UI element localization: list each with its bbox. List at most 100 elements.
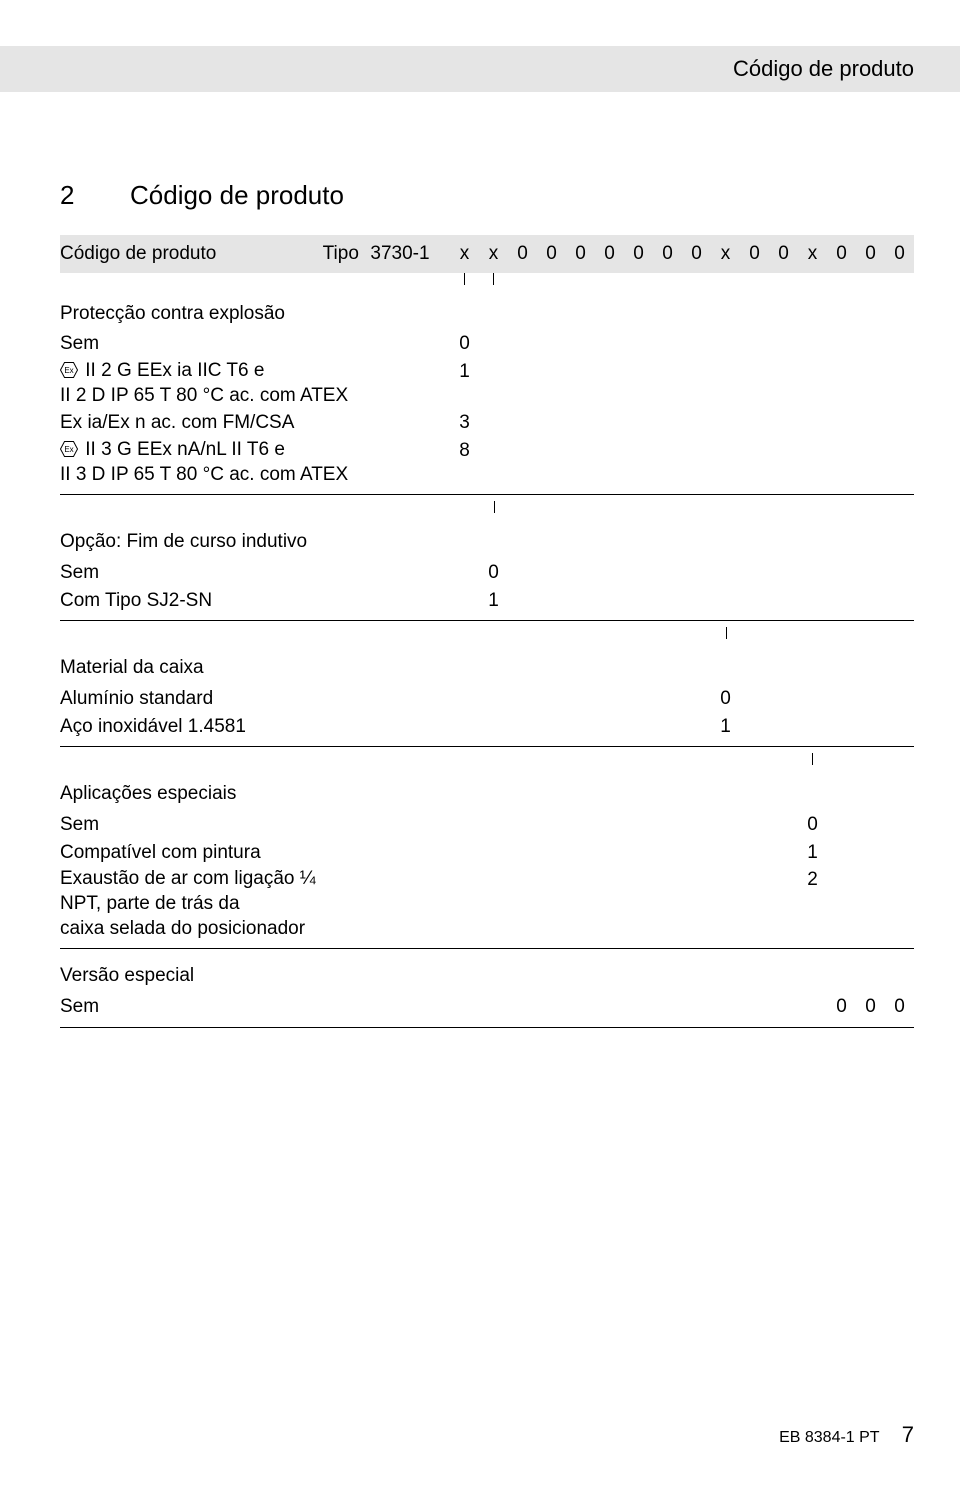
option-digit	[827, 410, 856, 436]
option-digit	[624, 812, 653, 838]
option-digit	[508, 359, 537, 385]
option-row: Sem000	[60, 993, 914, 1021]
option-digit	[537, 410, 566, 436]
option-digit	[769, 994, 798, 1020]
code-header-row: Código de produto Tipo 3730-1 xx0000000x…	[60, 235, 914, 273]
option-digits: 1	[450, 840, 914, 866]
option-row: Ex ia/Ex n ac. com FM/CSA 3	[60, 409, 914, 437]
option-digit	[856, 588, 885, 614]
option-digit	[856, 714, 885, 740]
svg-text:Ex: Ex	[64, 445, 73, 454]
option-digit	[798, 359, 827, 385]
option-digit	[711, 410, 740, 436]
option-digit	[450, 840, 479, 866]
option-digit	[798, 714, 827, 740]
running-header-title: Código de produto	[733, 56, 914, 82]
page: Código de produto 2Código de produto Cód…	[0, 0, 960, 1486]
option-digit	[508, 686, 537, 712]
group-rule	[60, 948, 914, 949]
option-digits: 3	[450, 410, 914, 436]
option-digit: 1	[711, 714, 740, 740]
option-digit	[827, 560, 856, 586]
option-digit	[653, 410, 682, 436]
option-digit	[566, 867, 595, 893]
option-digit: 0	[856, 994, 885, 1020]
option-digit	[856, 359, 885, 385]
option-digit	[769, 867, 798, 893]
option-row: Sem 0	[60, 559, 914, 587]
code-digit-11: 0	[769, 241, 798, 267]
option-label: Com Tipo SJ2-SN	[60, 588, 368, 614]
option-digits: 1	[450, 359, 914, 385]
option-digit	[624, 994, 653, 1020]
option-digits: 0	[450, 812, 914, 838]
option-digit	[595, 560, 624, 586]
code-digit-4: 0	[566, 241, 595, 267]
option-row: Com Tipo SJ2-SN1	[60, 587, 914, 615]
option-digit	[566, 410, 595, 436]
option-digit	[566, 812, 595, 838]
option-digit	[885, 812, 914, 838]
group-rule	[60, 620, 914, 621]
option-digit	[769, 714, 798, 740]
option-digit	[508, 994, 537, 1020]
option-digit	[682, 560, 711, 586]
option-digit	[682, 714, 711, 740]
option-digit	[740, 840, 769, 866]
code-digit-1: x	[479, 241, 508, 267]
option-digit	[885, 438, 914, 464]
option-digit	[479, 686, 508, 712]
option-row: Ex II 2 G EEx ia IIC T6 eII 2 D IP 65 T …	[60, 358, 914, 409]
option-digit	[624, 359, 653, 385]
code-digit-8: 0	[682, 241, 711, 267]
option-digit	[624, 438, 653, 464]
option-digit	[537, 686, 566, 712]
option-digit	[885, 686, 914, 712]
option-digit	[508, 812, 537, 838]
option-digit	[479, 438, 508, 464]
option-digit	[827, 359, 856, 385]
option-digit: 0	[479, 560, 508, 586]
option-digit	[682, 840, 711, 866]
option-digit	[711, 867, 740, 893]
option-digits: 8	[450, 438, 914, 464]
option-digit	[450, 714, 479, 740]
option-row: Ex II 3 G EEx nA/nL II T6 eII 3 D IP 65 …	[60, 437, 914, 488]
option-digits: 0	[450, 331, 914, 357]
option-digit	[653, 686, 682, 712]
option-digit	[711, 812, 740, 838]
option-digit	[653, 714, 682, 740]
option-digit	[798, 560, 827, 586]
group-title: Protecção contra explosão	[60, 301, 914, 327]
option-digit	[711, 331, 740, 357]
option-digit	[566, 359, 595, 385]
code-digit-9: x	[711, 241, 740, 267]
option-label: Sem	[60, 560, 368, 586]
option-digit	[682, 438, 711, 464]
option-digit	[537, 714, 566, 740]
option-digit: 0	[827, 994, 856, 1020]
option-digit	[856, 867, 885, 893]
option-digit	[595, 438, 624, 464]
code-digit-0: x	[450, 241, 479, 267]
code-digit-12: x	[798, 241, 827, 267]
section-title-text: Código de produto	[130, 180, 344, 210]
option-digit	[537, 359, 566, 385]
option-digit	[682, 331, 711, 357]
option-digit	[769, 840, 798, 866]
option-row: Exaustão de ar com ligação ¼ NPT, parte …	[60, 866, 914, 942]
option-digit	[595, 812, 624, 838]
option-digit	[450, 560, 479, 586]
option-digit	[479, 867, 508, 893]
option-digit	[595, 867, 624, 893]
option-digit	[595, 994, 624, 1020]
option-digit	[885, 410, 914, 436]
option-digit	[740, 331, 769, 357]
option-label: Ex II 2 G EEx ia IIC T6 eII 2 D IP 65 T …	[60, 359, 368, 408]
option-digit	[595, 359, 624, 385]
option-digit	[740, 560, 769, 586]
option-digits: 2	[450, 867, 914, 893]
option-label: Ex ia/Ex n ac. com FM/CSA	[60, 410, 368, 436]
option-digit	[740, 867, 769, 893]
option-digit	[885, 588, 914, 614]
